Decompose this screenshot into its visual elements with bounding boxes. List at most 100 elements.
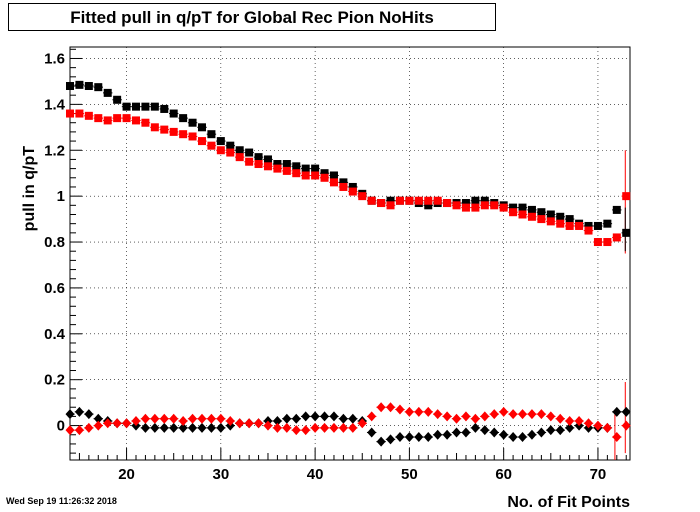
- data-point: [65, 409, 75, 420]
- data-point: [112, 418, 122, 429]
- data-point: [471, 203, 480, 212]
- data-point: [584, 418, 594, 429]
- data-point: [301, 171, 310, 180]
- data-point: [235, 418, 245, 429]
- data-point: [508, 409, 518, 420]
- data-point: [84, 111, 93, 120]
- data-point: [348, 422, 358, 433]
- data-point: [574, 415, 584, 426]
- data-point: [471, 196, 480, 205]
- data-point: [386, 201, 395, 210]
- data-point: [84, 409, 94, 420]
- data-point: [527, 429, 537, 440]
- data-point: [169, 127, 178, 136]
- data-point: [282, 160, 291, 169]
- data-point: [292, 162, 301, 171]
- data-point: [433, 429, 443, 440]
- data-point: [311, 164, 320, 173]
- data-point: [395, 404, 405, 415]
- data-point: [414, 196, 423, 205]
- data-point: [216, 146, 225, 155]
- data-point: [75, 109, 84, 118]
- data-point: [565, 221, 574, 230]
- data-point: [94, 114, 103, 123]
- data-point: [245, 157, 254, 166]
- data-point: [367, 196, 376, 205]
- data-point: [518, 432, 528, 443]
- data-point: [603, 219, 612, 228]
- data-point: [66, 109, 74, 118]
- data-point: [442, 411, 452, 422]
- data-point: [489, 427, 499, 438]
- data-point: [443, 199, 452, 208]
- data-point: [225, 415, 235, 426]
- data-point: [338, 422, 348, 433]
- data-point: [94, 83, 103, 92]
- x-tick-label: 60: [495, 466, 512, 483]
- x-tick-label: 40: [307, 466, 324, 483]
- data-point: [480, 196, 489, 205]
- data-point: [235, 146, 244, 155]
- plot-frame: [69, 46, 631, 461]
- data-point: [226, 141, 235, 150]
- data-point: [254, 153, 263, 162]
- axis-ticks: [69, 48, 627, 460]
- data-point: [263, 155, 272, 164]
- data-point: [329, 171, 338, 180]
- data-point: [329, 422, 339, 433]
- data-point: [518, 210, 527, 219]
- data-point: [593, 420, 603, 431]
- data-point: [216, 422, 226, 433]
- data-point: [603, 238, 612, 247]
- y-tick-label: 1.4: [44, 96, 66, 113]
- data-point: [480, 425, 490, 436]
- data-point: [131, 415, 141, 426]
- data-point: [197, 422, 207, 433]
- data-point: [621, 420, 631, 431]
- data-point: [461, 199, 470, 208]
- data-point: [150, 102, 159, 111]
- data-point: [508, 432, 518, 443]
- data-point: [188, 413, 198, 424]
- data-point: [169, 109, 178, 118]
- data-point: [424, 196, 433, 205]
- y-tick-label: 0.8: [44, 234, 65, 251]
- data-point: [235, 153, 244, 162]
- data-point: [461, 203, 470, 212]
- data-point: [348, 413, 358, 424]
- data-point: [404, 406, 414, 417]
- data-point: [338, 413, 348, 424]
- data-point: [140, 422, 150, 433]
- data-point: [150, 413, 160, 424]
- data-point: [442, 429, 452, 440]
- data-point: [272, 415, 282, 426]
- data-point: [197, 413, 207, 424]
- data-point: [377, 199, 386, 208]
- data-point: [188, 422, 198, 433]
- data-point: [141, 118, 150, 127]
- data-point: [386, 434, 396, 445]
- data-point: [169, 413, 179, 424]
- data-point: [84, 82, 93, 91]
- data-point: [470, 422, 480, 433]
- data-point: [433, 196, 442, 205]
- data-point: [311, 171, 320, 180]
- data-point: [376, 402, 386, 413]
- title-box: Fitted pull in q/pT for Global Rec Pion …: [8, 3, 496, 31]
- data-point: [160, 104, 169, 113]
- data-point: [282, 166, 291, 175]
- data-point: [404, 432, 414, 443]
- data-point: [386, 196, 395, 205]
- y-tick-label: 0: [57, 418, 65, 435]
- data-point: [565, 415, 575, 426]
- y-tick-labels: 0 0.2 0.4 0.6 0.8 1 1.2 1.4 1.6: [44, 50, 66, 434]
- data-point: [216, 413, 226, 424]
- data-point: [75, 80, 84, 89]
- data-point: [150, 123, 159, 132]
- data-point: [555, 425, 565, 436]
- data-point: [461, 427, 471, 438]
- data-point: [291, 425, 301, 436]
- date-stamp: Wed Sep 19 11:26:32 2018: [6, 496, 117, 506]
- data-point: [527, 212, 536, 221]
- data-point: [405, 196, 414, 205]
